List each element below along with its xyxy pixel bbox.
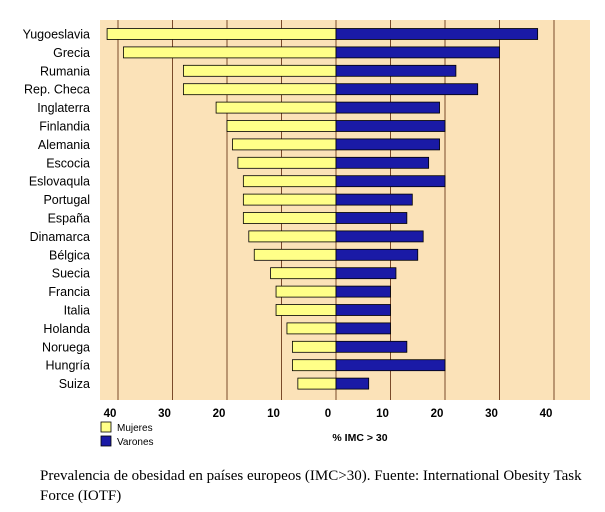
bar-mujeres-9 (242, 193, 337, 206)
tick-label-4: 0 (325, 408, 331, 420)
tick-label-8: 40 (540, 408, 553, 420)
category-label-11: Dinamarca (30, 230, 90, 244)
bar-mujeres-2 (182, 64, 337, 77)
bar-mujeres-5 (226, 120, 337, 132)
bar-varones-13 (335, 267, 397, 280)
bar-mujeres-17 (291, 340, 337, 353)
bar-varones-15 (335, 304, 391, 316)
legend-swatch-varones (100, 435, 112, 447)
category-label-13: Suecia (52, 267, 90, 281)
bar-varones-16 (335, 322, 391, 335)
bar-varones-6 (335, 138, 440, 151)
bar-varones-11 (335, 230, 424, 243)
bar-varones-2 (335, 64, 457, 77)
bar-mujeres-1 (123, 46, 337, 59)
bar-mujeres-6 (232, 138, 337, 151)
category-label-7: Escocia (46, 156, 90, 170)
bar-varones-12 (335, 248, 419, 261)
tick-labels: 40 30 20 10 0 10 20 30 40 (104, 408, 553, 420)
bar-mujeres-0 (106, 28, 337, 40)
bar-varones-5 (335, 120, 446, 132)
category-label-8: Eslovaqula (29, 175, 90, 189)
bar-mujeres-4 (215, 101, 337, 114)
bar-mujeres-3 (182, 83, 337, 96)
x-axis-label: % IMC > 30 (332, 432, 387, 444)
category-label-18: Hungría (46, 359, 91, 373)
category-label-14: Francia (48, 285, 90, 299)
bar-mujeres-13 (270, 267, 337, 280)
category-label-0: Yugoeslavia (23, 28, 90, 42)
bar-varones-3 (335, 83, 479, 96)
bar-varones-1 (335, 46, 500, 59)
tick-label-6: 20 (431, 408, 444, 420)
legend-label-varones: Varones (117, 437, 154, 448)
bar-mujeres-12 (253, 248, 337, 261)
category-label-6: Alemania (38, 138, 90, 152)
bar-mujeres-19 (297, 377, 337, 390)
figure-caption: Prevalencia de obesidad en países europe… (40, 468, 582, 504)
bar-varones-4 (335, 101, 440, 114)
bar-mujeres-10 (242, 212, 337, 224)
obesity-chart: Yugoeslavia Grecia Rumania Rep. Checa Inglat… (23, 20, 590, 448)
bar-varones-10 (335, 212, 408, 224)
category-label-16: Holanda (43, 322, 90, 336)
category-label-19: Suiza (59, 377, 90, 391)
tick-label-5: 10 (376, 408, 389, 420)
bar-varones-18 (335, 359, 446, 372)
bar-mujeres-18 (291, 359, 337, 372)
category-label-10: España (48, 212, 90, 226)
bar-mujeres-11 (248, 230, 337, 243)
bar-varones-0 (335, 28, 539, 40)
bar-varones-9 (335, 193, 413, 206)
bar-varones-7 (335, 156, 430, 169)
bar-varones-14 (335, 285, 391, 298)
category-label-1: Grecia (53, 46, 90, 60)
bar-varones-8 (335, 175, 446, 188)
category-label-15: Italia (64, 304, 90, 318)
category-label-5: Finlandia (39, 120, 90, 134)
category-label-12: Bélgica (49, 248, 90, 262)
legend-label-mujeres: Mujeres (117, 423, 153, 434)
bar-mujeres-14 (275, 285, 337, 298)
category-label-3: Rep. Checa (24, 83, 90, 97)
tick-label-3: 10 (267, 408, 280, 420)
tick-label-0: 40 (104, 408, 117, 420)
bars (106, 28, 539, 390)
bar-mujeres-7 (237, 156, 337, 169)
category-label-4: Inglaterra (37, 101, 90, 115)
category-labels: Yugoeslavia Grecia Rumania Rep. Checa Inglat… (23, 28, 90, 392)
tick-label-1: 30 (158, 408, 171, 420)
legend-swatch-mujeres (100, 421, 112, 433)
bar-mujeres-16 (286, 322, 337, 335)
bar-mujeres-8 (242, 175, 337, 188)
tick-label-7: 30 (485, 408, 498, 420)
tick-label-2: 20 (213, 408, 226, 420)
category-label-2: Rumania (40, 64, 90, 78)
category-label-17: Noruega (42, 340, 90, 354)
bar-mujeres-15 (275, 304, 337, 316)
bar-varones-17 (335, 340, 408, 353)
bar-varones-19 (335, 377, 370, 390)
legend: Mujeres Varones (100, 421, 154, 448)
category-label-9: Portugal (43, 193, 90, 207)
